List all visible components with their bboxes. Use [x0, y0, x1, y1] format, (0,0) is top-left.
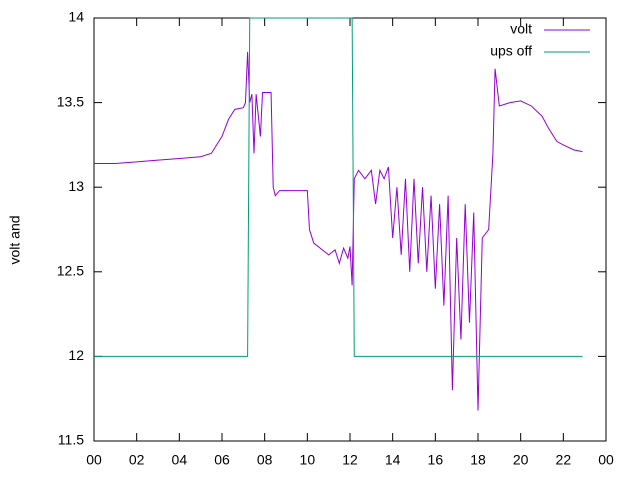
y-tick-label: 13.5 [57, 93, 84, 109]
x-tick-label: 20 [513, 452, 529, 468]
y-tick-label: 12.5 [57, 263, 84, 279]
x-tick-label: 02 [129, 452, 145, 468]
data-line [94, 51, 583, 411]
x-tick-label: 04 [172, 452, 188, 468]
data-line [94, 17, 583, 357]
x-tick-label: 10 [300, 452, 316, 468]
x-tick-label: 22 [556, 452, 572, 468]
x-tick-label: 14 [385, 452, 401, 468]
x-tick-label: 16 [428, 452, 444, 468]
x-tick-label: 08 [257, 452, 273, 468]
y-tick-label: 13 [68, 178, 84, 194]
y-axis-label: volt and [7, 215, 23, 264]
plot-frame [93, 17, 607, 442]
legend-label: ups off [490, 43, 532, 59]
y-tick-label: 11.5 [58, 432, 84, 448]
x-tick-label: 00 [86, 452, 102, 468]
x-tick-label: 12 [342, 452, 358, 468]
legend-label: volt [510, 21, 532, 37]
x-tick-label: 06 [214, 452, 230, 468]
x-tick-label: 00 [598, 452, 614, 468]
x-tick-label: 18 [470, 452, 486, 468]
y-tick-label: 14 [68, 9, 84, 25]
y-tick-label: 12 [68, 347, 84, 363]
